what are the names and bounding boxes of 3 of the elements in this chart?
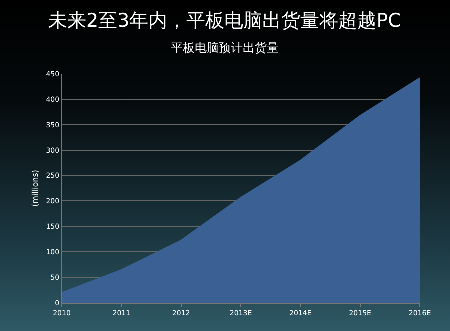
- chart-subtitle: 平板电脑预计出货量: [171, 40, 279, 55]
- y-axis-title: (millions): [30, 170, 40, 208]
- chart-title: 未来2至3年内，平板电脑出货量将超越PC: [48, 9, 402, 34]
